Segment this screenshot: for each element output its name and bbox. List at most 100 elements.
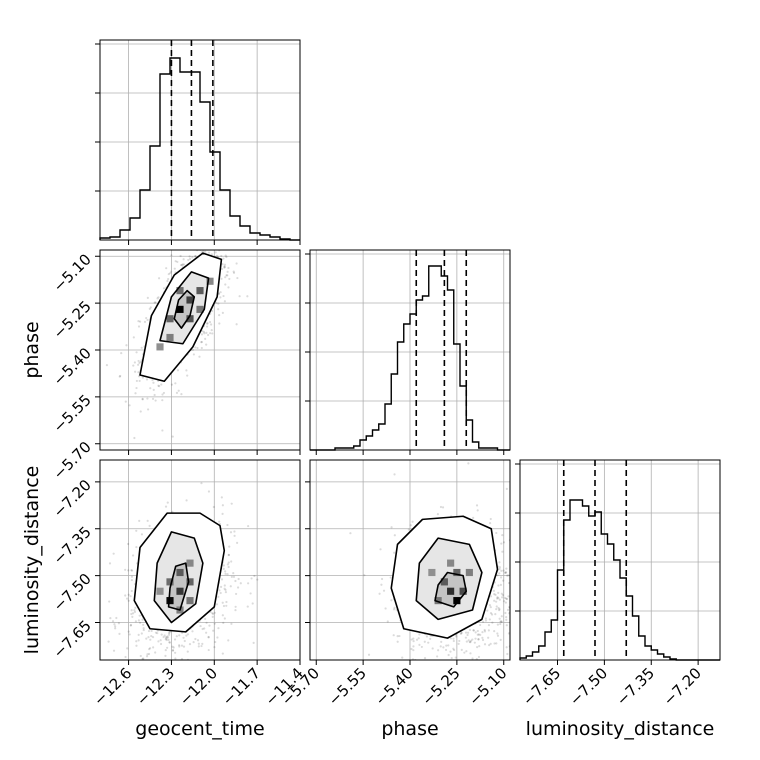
scatter-point — [206, 223, 208, 225]
x-tick-label: −12.3 — [133, 664, 178, 709]
scatter-point — [134, 392, 137, 395]
scatter-point — [140, 533, 144, 536]
scatter-point — [445, 665, 447, 667]
scatter-point — [210, 328, 213, 332]
scatter-point — [200, 482, 203, 485]
scatter-point — [393, 661, 395, 663]
scatter-point — [408, 686, 410, 688]
scatter-point — [511, 596, 513, 598]
scatter-point — [154, 651, 157, 654]
scatter-point — [128, 667, 130, 669]
scatter-point — [452, 648, 456, 652]
panel-phase-vs-luminosity_distance — [349, 462, 539, 706]
scatter-point — [217, 627, 220, 630]
scatter-point — [460, 648, 463, 652]
scatter-point — [148, 307, 151, 310]
scatter-point — [396, 640, 399, 643]
scatter-point — [196, 346, 199, 350]
scatter-point — [114, 627, 117, 630]
scatter-point — [129, 623, 133, 627]
scatter-point — [182, 263, 186, 266]
scatter-point — [382, 589, 386, 592]
scatter-point — [455, 635, 458, 638]
scatter-point — [489, 642, 492, 645]
scatter-point — [219, 228, 221, 230]
scatter-point — [236, 541, 239, 545]
scatter-point — [235, 323, 238, 326]
scatter-point — [210, 253, 213, 256]
scatter-point — [191, 236, 193, 238]
scatter-point — [148, 524, 151, 527]
scatter-point — [468, 661, 470, 663]
scatter-point — [226, 573, 229, 576]
scatter-point — [176, 260, 179, 264]
scatter-point — [230, 502, 233, 505]
scatter-point — [497, 609, 501, 612]
scatter-point — [130, 575, 134, 578]
scatter-point — [203, 332, 206, 335]
scatter-point — [215, 237, 217, 239]
scatter-point — [459, 704, 461, 706]
scatter-point — [498, 608, 501, 611]
scatter-point — [157, 384, 160, 387]
scatter-point — [505, 597, 508, 600]
scatter-point — [165, 709, 167, 711]
scatter-point — [181, 676, 183, 678]
x-tick-label: −7.20 — [660, 664, 705, 709]
scatter-point — [415, 638, 419, 641]
scatter-point — [507, 595, 510, 598]
scatter-point — [166, 279, 169, 283]
density-cell — [176, 287, 184, 295]
scatter-point — [132, 336, 135, 339]
scatter-point — [472, 629, 475, 632]
scatter-point — [219, 229, 221, 231]
scatter-point — [138, 379, 141, 383]
scatter-point — [192, 641, 195, 644]
scatter-point — [130, 612, 133, 616]
scatter-point — [489, 612, 493, 615]
scatter-point — [251, 602, 254, 605]
scatter-point — [127, 630, 130, 633]
scatter-point — [205, 325, 209, 328]
scatter-point — [507, 632, 510, 635]
scatter-point — [126, 647, 129, 650]
contour-line-level-3 — [139, 252, 223, 383]
scatter-point — [393, 534, 396, 537]
scatter-point — [149, 306, 152, 309]
scatter-point — [137, 371, 140, 374]
scatter-point — [236, 276, 239, 280]
scatter-point — [501, 534, 504, 537]
scatter-point — [218, 230, 220, 232]
scatter-point — [523, 586, 525, 588]
scatter-point — [481, 631, 484, 634]
scatter-point — [107, 640, 110, 643]
axes-frame-hist-phase — [309, 249, 511, 451]
scatter-point — [142, 628, 145, 632]
scatter-point — [175, 391, 179, 394]
axes-frame-geocent_time-vs-luminosity_distance — [99, 459, 301, 661]
scatter-point — [156, 297, 159, 300]
scatter-point — [425, 663, 427, 665]
scatter-point — [129, 595, 132, 598]
scatter-point — [211, 612, 214, 615]
scatter-point — [491, 621, 494, 624]
density-cell — [176, 587, 184, 595]
scatter-point — [222, 564, 225, 567]
scatter-point — [211, 243, 213, 245]
scatter-point — [445, 644, 448, 647]
scatter-point — [218, 589, 221, 592]
scatter-point — [227, 553, 230, 556]
scatter-point — [217, 292, 221, 295]
scatter-point — [250, 577, 253, 580]
scatter-point — [151, 378, 154, 382]
scatter-point — [220, 254, 223, 258]
scatter-point — [418, 633, 421, 636]
scatter-point — [440, 640, 443, 643]
scatter-point — [493, 642, 496, 645]
scatter-point — [496, 574, 499, 577]
scatter-point — [537, 591, 539, 593]
scatter-point — [207, 333, 210, 337]
scatter-point — [201, 330, 204, 333]
scatter-point — [170, 383, 174, 386]
scatter-point — [200, 346, 203, 350]
